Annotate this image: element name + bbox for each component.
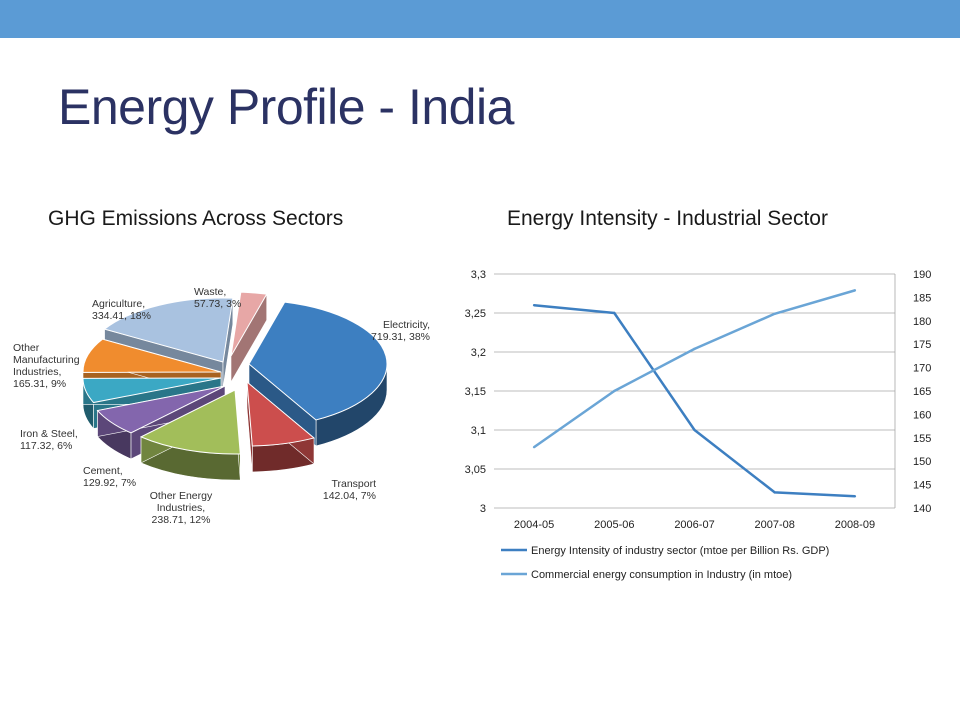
right-axis-tick-label: 165 <box>913 386 931 398</box>
x-axis-tick-label: 2005-06 <box>594 519 634 531</box>
pie-slice-other-energy-industries <box>139 389 241 481</box>
pie-top-electricity <box>248 301 388 421</box>
series-1-point <box>853 495 857 498</box>
pie-labels: Electricity,719.31, 38% Transport142.04, … <box>13 286 430 526</box>
pie-top-transport <box>246 380 316 447</box>
line-chart-subtitle: Energy Intensity - Industrial Sector <box>507 207 828 230</box>
left-axis-tick-label: 3,3 <box>471 269 486 281</box>
series-2-point <box>613 389 616 393</box>
pie-slice-electricity <box>248 301 388 447</box>
left-axis-tick-label: 3,2 <box>471 347 486 359</box>
pie-label-other-manufacturing-industries-name: Industries, <box>13 366 61 378</box>
pie-label-iron-steel-name: Iron & Steel, <box>20 428 78 440</box>
pie-label-other-energy-industries-name: Industries, <box>157 502 205 514</box>
pie-label-electricity-name: Electricity, <box>383 319 430 331</box>
line-chart-gridlines <box>494 273 895 509</box>
series-1-point <box>773 491 776 494</box>
pie-label-other-energy-industries-value: 238.71, 12% <box>152 514 211 526</box>
legend-label-2: Commercial energy consumption in Industr… <box>531 569 792 581</box>
pie-label-cement-value: 129.92, 7% <box>83 477 136 489</box>
right-axis-tick-label: 185 <box>913 292 931 304</box>
left-axis-tick-label: 3 <box>480 503 486 515</box>
pie-label-transport-name: Transport <box>331 478 376 490</box>
pie-label-agriculture-name: Agriculture, <box>92 298 145 310</box>
right-axis-tick-label: 180 <box>913 316 931 328</box>
pie-top-waste <box>230 291 268 357</box>
pie-slices <box>82 291 388 481</box>
right-axis-tick-label: 150 <box>913 456 931 468</box>
right-axis-tick-label: 145 <box>913 480 931 492</box>
left-axis-tick-label: 3,25 <box>465 308 486 320</box>
pie-label-other-manufacturing-industries-name: Manufacturing <box>13 354 80 366</box>
slide-title: Energy Profile - India <box>58 79 514 135</box>
pie-top-other-manufacturing-industries <box>82 338 222 373</box>
pie-slice-transport <box>246 380 316 473</box>
pie-label-agriculture-value: 334.41, 18% <box>92 310 151 322</box>
pie-top-cement <box>96 385 226 434</box>
pie-label-other-manufacturing-industries-name: Other <box>13 342 40 354</box>
x-axis-tick-label: 2007-08 <box>755 519 795 531</box>
pie-top-other-energy-industries <box>139 389 241 455</box>
top-accent-bar <box>0 0 960 38</box>
x-axis-tick-label: 2008-09 <box>835 519 875 531</box>
x-axis-tick-label: 2006-07 <box>674 519 714 531</box>
left-axis-tick-label: 3,1 <box>471 425 486 437</box>
series-2-point <box>773 312 776 315</box>
pie-label-other-energy-industries-name: Other Energy <box>150 490 213 502</box>
pie-label-electricity-value: 719.31, 38% <box>371 331 430 343</box>
right-axis-tick-label: 175 <box>913 339 931 351</box>
x-axis-tick-label: 2004-05 <box>514 519 554 531</box>
pie-top-iron-steel <box>82 377 222 404</box>
right-axis-tick-label: 170 <box>913 363 931 375</box>
pie-top-agriculture <box>103 297 234 363</box>
series-line-1 <box>533 303 855 498</box>
pie-label-transport-value: 142.04, 7% <box>323 490 376 502</box>
series-line-2 <box>533 289 856 449</box>
series-2-point <box>532 445 536 449</box>
pie-label-iron-steel-value: 117.32, 6% <box>20 440 72 452</box>
series-2-point <box>693 347 696 351</box>
right-axis-tick-label: 140 <box>913 503 931 515</box>
pie-label-other-manufacturing-industries-value: 165.31, 9% <box>13 378 66 390</box>
pie-slice-waste <box>230 291 268 384</box>
pie-label-waste-value: 57.73, 3% <box>194 298 241 310</box>
right-axis-tick-label: 155 <box>913 433 931 445</box>
left-axis-tick-label: 3,05 <box>465 464 486 476</box>
series-2-point <box>853 289 857 292</box>
pie-label-cement-name: Cement, <box>83 465 123 477</box>
pie-chart-subtitle: GHG Emissions Across Sectors <box>48 207 344 230</box>
series-1-point <box>532 304 536 307</box>
series-1-point <box>613 311 616 315</box>
right-axis-tick-label: 160 <box>913 409 931 421</box>
right-axis-tick-label: 190 <box>913 269 931 281</box>
legend-label-1: Energy Intensity of industry sector (mto… <box>531 545 829 557</box>
left-axis-tick-label: 3,15 <box>465 386 486 398</box>
series-1-point <box>693 428 696 432</box>
pie-label-waste-name: Waste, <box>194 286 226 298</box>
